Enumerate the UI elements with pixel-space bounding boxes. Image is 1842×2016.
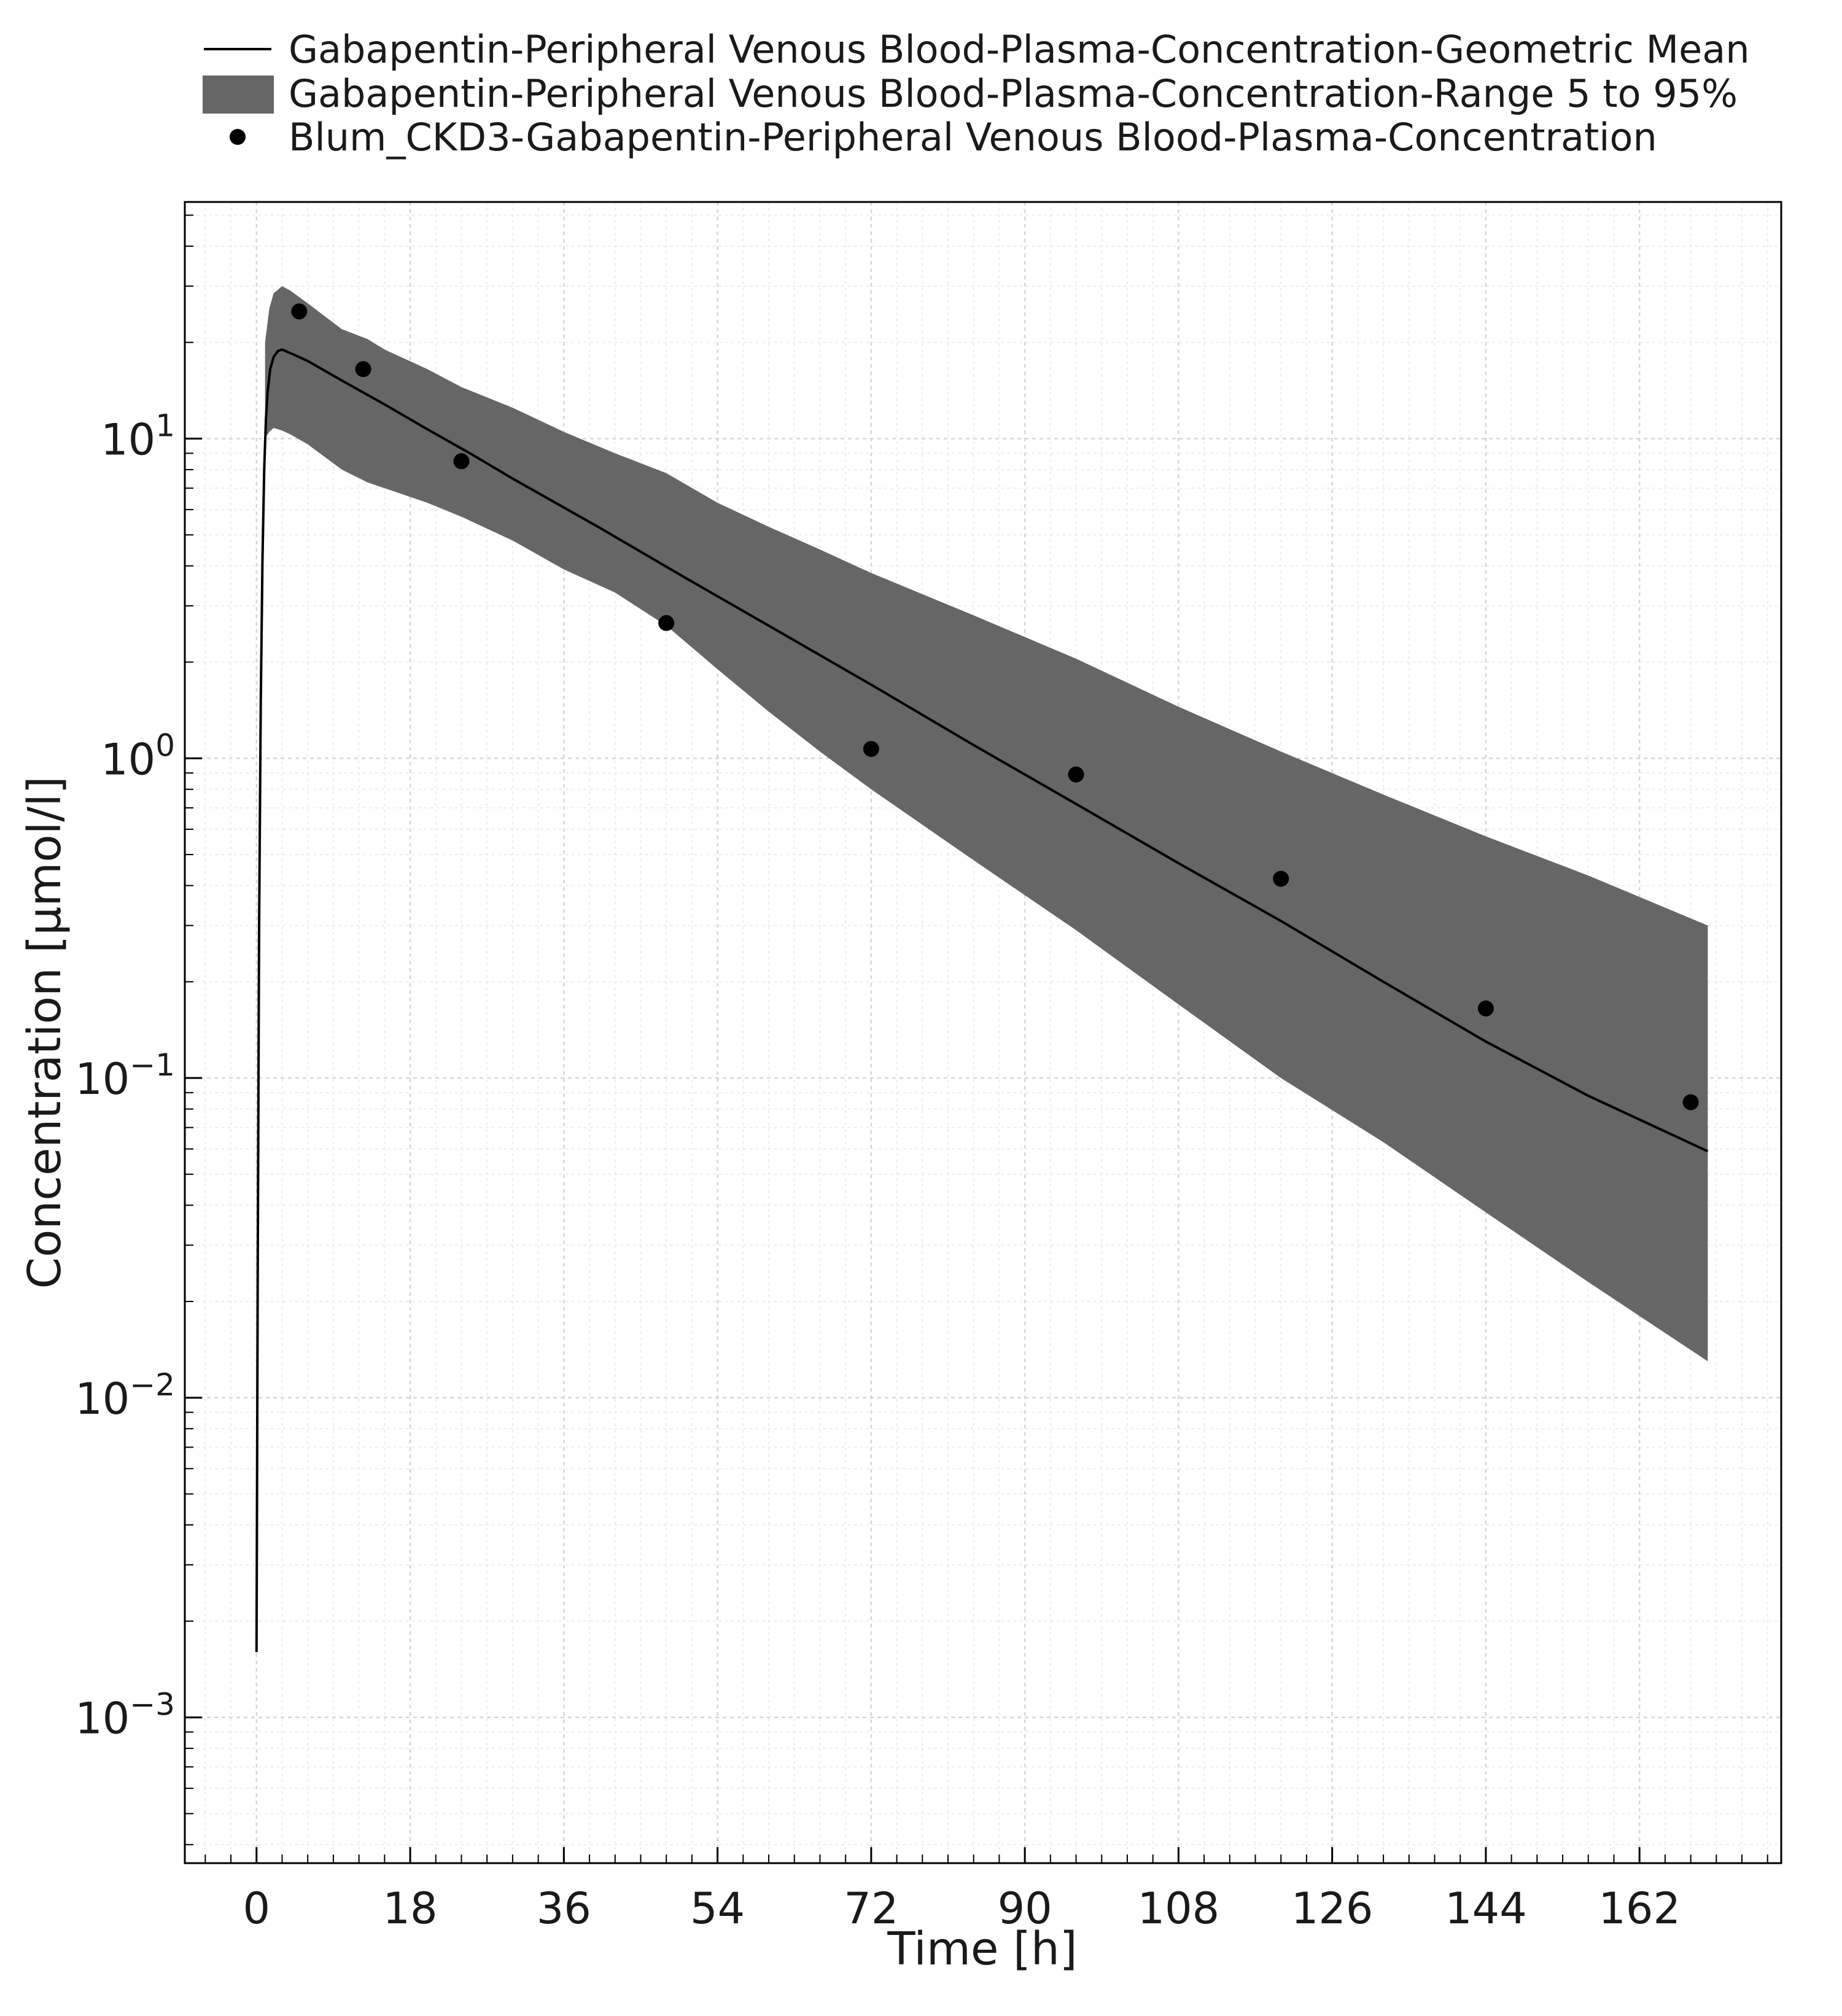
- x-tick-label: 126: [1291, 1883, 1374, 1934]
- axis-ticks: [185, 214, 1768, 1863]
- mean-line-layer: [255, 348, 1709, 1653]
- x-tick-label: 54: [690, 1883, 745, 1934]
- observed-data-point: [1068, 766, 1084, 783]
- x-tick-label: 36: [537, 1883, 591, 1934]
- x-tick-label: 144: [1445, 1883, 1527, 1934]
- plot-frame: [184, 201, 1782, 1864]
- y-axis-title: Concentration [µmol/l]: [18, 776, 71, 1289]
- observed-data-point: [355, 361, 371, 378]
- y-tick-label: 101: [101, 408, 175, 465]
- x-tick-label: 108: [1138, 1883, 1220, 1934]
- legend-label-range: Gabapentin-Peripheral Venous Blood-Plasm…: [289, 71, 1738, 116]
- observed-data-point: [453, 453, 470, 470]
- x-tick-label: 72: [844, 1883, 898, 1934]
- observed-data-point: [291, 303, 308, 320]
- x-axis-title: Time [h]: [887, 1923, 1077, 1975]
- y-tick-label: 10−1: [75, 1047, 175, 1104]
- x-tick-labels: 0 18 36 54 72 90 108 126 144 162: [243, 1883, 1681, 1934]
- observed-data-point: [658, 614, 675, 631]
- observed-data-point: [1682, 1094, 1699, 1111]
- observed-markers-layer: [291, 303, 1699, 1111]
- y-tick-labels: 10−3 10−2 10−1 100 101: [75, 408, 175, 1744]
- legend-band-swatch: [203, 76, 274, 114]
- x-tick-label: 0: [243, 1883, 271, 1934]
- observed-data-point: [1273, 870, 1289, 887]
- legend: Gabapentin-Peripheral Venous Blood-Plasm…: [203, 27, 1750, 160]
- y-tick-label: 10−2: [75, 1367, 175, 1424]
- y-tick-label: 100: [101, 727, 175, 785]
- legend-marker-swatch: [230, 129, 246, 145]
- x-tick-label: 18: [383, 1883, 438, 1934]
- y-tick-label: 10−3: [75, 1687, 175, 1744]
- observed-data-point: [863, 741, 879, 758]
- observed-data-point: [1477, 1000, 1494, 1017]
- geometric-mean-line: [255, 348, 1709, 1653]
- x-tick-label: 162: [1598, 1883, 1681, 1934]
- x-tick-label: 90: [998, 1883, 1052, 1934]
- range-band: [265, 286, 1708, 1362]
- range-band-layer: [265, 286, 1708, 1362]
- legend-label-geometric-mean: Gabapentin-Peripheral Venous Blood-Plasm…: [289, 27, 1750, 72]
- legend-label-observed: Blum_CKD3-Gabapentin-Peripheral Venous B…: [289, 115, 1657, 160]
